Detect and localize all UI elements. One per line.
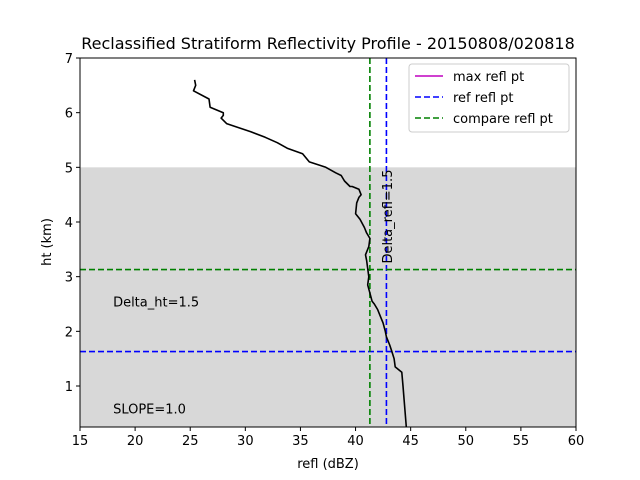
annotation-0: Delta_ht=1.5 — [113, 296, 199, 311]
legend: max refl pt ref refl pt compare refl pt — [408, 63, 570, 133]
legend-box — [408, 63, 570, 133]
x-tick-label-7: 50 — [458, 434, 475, 449]
y-tick-label-4: 5 — [65, 161, 73, 176]
shaded-region — [80, 167, 576, 428]
y-tick-label-1: 2 — [65, 325, 73, 340]
legend-label-0: max refl pt — [453, 70, 524, 85]
y-tick-label-6: 7 — [65, 52, 73, 67]
y-tick-label-5: 6 — [65, 107, 73, 122]
legend-label-1: ref refl pt — [453, 91, 514, 106]
axes-frame — [79, 57, 577, 428]
x-tick-label-5: 40 — [347, 434, 364, 449]
annotation-2: Delta_refl=1.5 — [381, 170, 396, 264]
x-tick-label-2: 25 — [182, 434, 199, 449]
chart-title: Reclassified Stratiform Reflectivity Pro… — [81, 34, 575, 53]
y-tick-label-3: 4 — [65, 216, 73, 231]
y-tick-label-0: 1 — [65, 380, 73, 395]
legend-label-2: compare refl pt — [453, 112, 553, 127]
annotation-1: SLOPE=1.0 — [113, 402, 186, 417]
x-tick-label-9: 60 — [568, 434, 585, 449]
x-tick-label-0: 15 — [72, 434, 89, 449]
y-axis-label: ht (km) — [40, 218, 55, 266]
profile-line — [192, 79, 408, 427]
x-tick-label-8: 55 — [513, 434, 530, 449]
x-tick-label-6: 45 — [402, 434, 419, 449]
x-tick-label-1: 20 — [127, 434, 144, 449]
x-axis-label: refl (dBZ) — [297, 457, 359, 472]
x-tick-label-3: 30 — [237, 434, 254, 449]
x-tick-label-4: 35 — [292, 434, 309, 449]
y-tick-label-2: 3 — [65, 271, 73, 286]
